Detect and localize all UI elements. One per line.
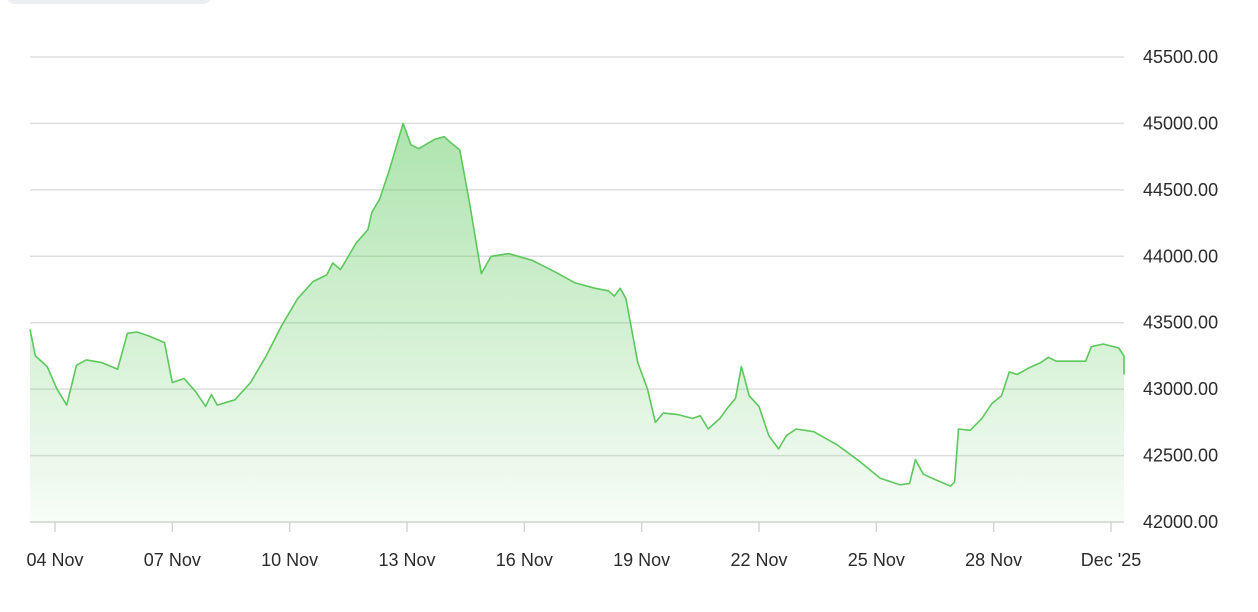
series-line [29, 122, 1125, 487]
gridlines [30, 56, 1124, 457]
x-tick-label: Dec '25 [1081, 550, 1141, 570]
x-axis-labels: 04 Nov 07 Nov 10 Nov 13 Nov 16 Nov 19 Nov 22 N… [26, 550, 1141, 570]
y-tick-label: 44000.00 [1143, 246, 1218, 266]
x-tick-label: 22 Nov [730, 550, 787, 570]
x-tick-label: 25 Nov [848, 550, 905, 570]
x-tick-label: 19 Nov [613, 550, 670, 570]
x-tick-label: 07 Nov [144, 550, 201, 570]
area-series [29, 122, 1125, 523]
y-tick-label: 42000.00 [1143, 512, 1218, 532]
y-tick-label: 42500.00 [1143, 446, 1218, 466]
x-tick-label: 28 Nov [965, 550, 1022, 570]
y-tick-label: 43500.00 [1143, 313, 1218, 333]
y-tick-label: 44500.00 [1143, 180, 1218, 200]
y-tick-label: 45500.00 [1143, 47, 1218, 67]
x-axis [30, 521, 1124, 532]
x-tick-label: 16 Nov [496, 550, 553, 570]
range-selector-pill[interactable] [6, 0, 212, 4]
y-tick-label: 43000.00 [1143, 379, 1218, 399]
area-fill [30, 123, 1124, 523]
x-tick-label: 10 Nov [261, 550, 318, 570]
y-axis-labels: 45500.00 45000.00 44500.00 44000.00 43500.00… [1143, 47, 1218, 532]
x-tick-label: 13 Nov [378, 550, 435, 570]
y-tick-label: 45000.00 [1143, 113, 1218, 133]
x-tick-label: 04 Nov [26, 550, 83, 570]
